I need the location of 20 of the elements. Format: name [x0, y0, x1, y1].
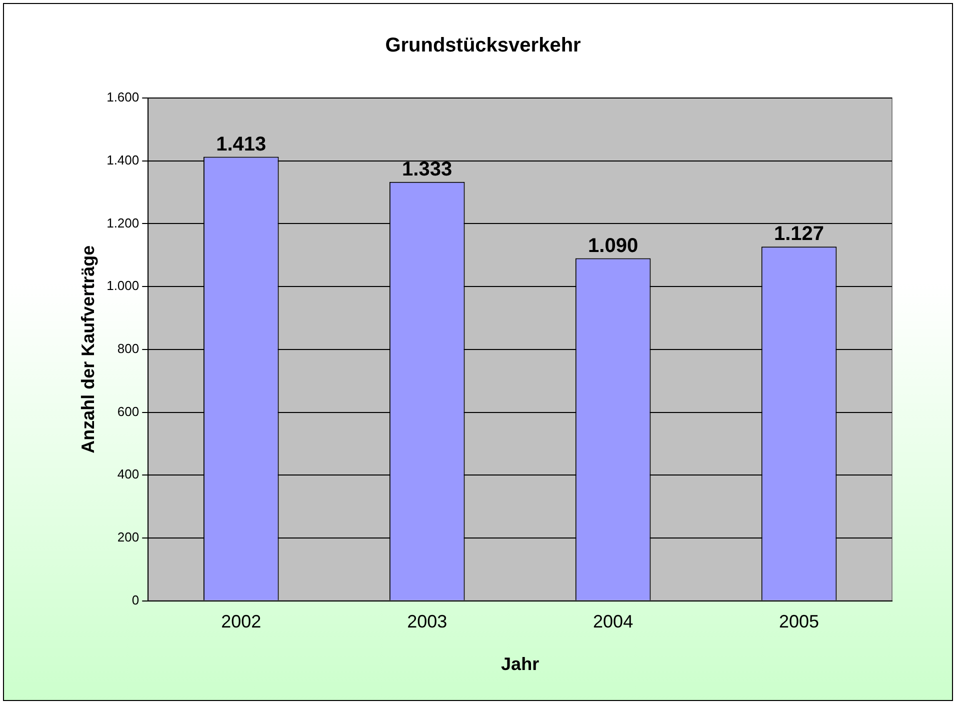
- y-tick-label: 1.000: [106, 278, 140, 294]
- x-tick-label: 2005: [778, 612, 820, 632]
- data-label: 1.413: [216, 133, 266, 156]
- y-tick-label: 200: [117, 530, 140, 545]
- y-tick-label: 400: [117, 466, 140, 482]
- y-tick-label: 1.600: [106, 90, 140, 105]
- y-tick-label: 600: [117, 404, 140, 419]
- y-tick-label: 1.200: [106, 215, 140, 230]
- x-tick-label: 2003: [407, 612, 448, 632]
- y-tick-label: 1.400: [106, 152, 140, 168]
- y-tick-label: 800: [117, 340, 140, 356]
- y-tick-label: 0: [132, 592, 140, 608]
- data-label: 1.127: [774, 223, 824, 246]
- x-tick-label: 2002: [221, 612, 262, 632]
- y-axis-title: Anzahl der Kaufverträge: [78, 245, 98, 454]
- x-tick-label: 2004: [593, 612, 634, 632]
- data-label: 1.333: [402, 158, 452, 180]
- x-axis-title: Jahr: [501, 654, 540, 674]
- data-label: 1.090: [588, 234, 638, 257]
- chart-title: Grundstücksverkehr: [385, 34, 582, 57]
